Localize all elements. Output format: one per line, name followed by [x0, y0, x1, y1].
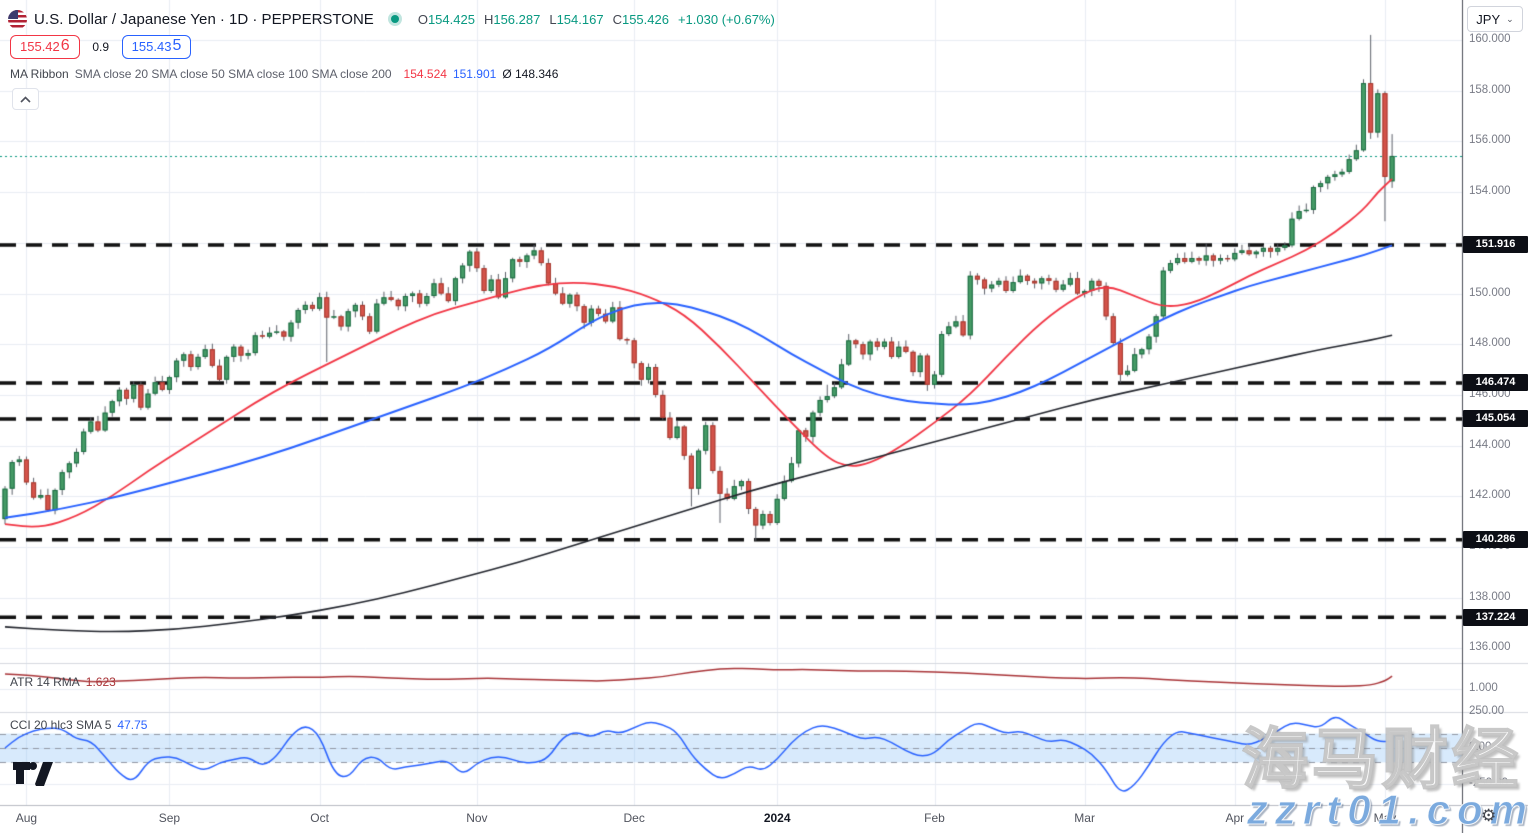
price-tick-label: 160.000: [1469, 33, 1511, 45]
price-tick-label: 158.000: [1469, 83, 1511, 96]
cci-tick-label: 250.00: [1469, 705, 1505, 717]
time-axis-label: May: [1373, 811, 1397, 825]
time-axis-label: Dec: [623, 811, 645, 825]
atr-legend[interactable]: ATR 14 RMA 1.623: [10, 675, 116, 689]
time-axis-label: Feb: [924, 811, 945, 825]
price-level-label: 140.286: [1463, 531, 1528, 549]
price-level-label: 137.224: [1463, 608, 1528, 626]
time-axis-label: 2024: [763, 811, 791, 825]
sma20-value: 154.524: [403, 67, 447, 81]
tradingview-logo[interactable]: [13, 762, 53, 786]
chart-header: U.S. Dollar / Japanese Yen · 1D · PEPPER…: [8, 8, 775, 30]
buy-button[interactable]: 155.43 5: [121, 35, 192, 59]
price-tick-label: 138.000: [1469, 590, 1511, 603]
high-value: 156.287: [493, 11, 541, 27]
chevron-up-icon: [20, 95, 31, 103]
trade-panel: 155.42 6 0.9 155.43 5: [10, 35, 192, 59]
open-value: 154.425: [427, 11, 475, 27]
atr-label: ATR 14 RMA: [10, 675, 80, 689]
chevron-down-icon: ⌄: [1506, 13, 1514, 24]
atr-value: 1.623: [85, 675, 116, 689]
market-open-dot-icon[interactable]: [387, 12, 402, 26]
cci-tick-label: -250.00: [1469, 777, 1509, 789]
price-level-label: 146.474: [1463, 374, 1528, 392]
indicator-name: MA Ribbon: [10, 67, 69, 81]
currency-unit-button[interactable]: JPY ⌄: [1467, 6, 1523, 32]
sma200-value: Ø 148.346: [502, 67, 559, 81]
time-axis-label: Nov: [466, 811, 488, 825]
time-axis-label: Mar: [1074, 811, 1095, 825]
collapse-legend-button[interactable]: [12, 88, 39, 110]
symbol-title[interactable]: U.S. Dollar / Japanese Yen: [34, 10, 216, 28]
price-tick-label: 142.000: [1469, 489, 1511, 502]
price-level-label: 145.054: [1463, 410, 1528, 428]
price-level-label: 151.916: [1463, 236, 1528, 254]
time-axis-label: Sep: [158, 811, 181, 825]
indicator-params: SMA close 20 SMA close 50 SMA close 100 …: [74, 67, 392, 81]
cci-legend[interactable]: CCI 20 hlc3 SMA 5 47.75: [10, 718, 147, 732]
price-tick-label: 150.000: [1469, 286, 1511, 299]
sma50-value: 151.901: [452, 67, 497, 81]
spread-value: 0.9: [92, 40, 110, 54]
time-axis-label: Oct: [310, 811, 329, 825]
symbol-interval-exchange: · 1D · PEPPERSTONE: [219, 10, 374, 28]
ohlc-readout: O154.425 H156.287 L154.167 C155.426 +1.0…: [417, 11, 775, 27]
timezone-settings-gear-icon[interactable]: ⚙: [1481, 806, 1497, 825]
change-value: +1.030 (+0.67%): [677, 11, 775, 27]
price-tick-label: 156.000: [1469, 134, 1511, 147]
close-value: 155.426: [621, 11, 669, 27]
price-tick-label: 154.000: [1469, 185, 1511, 198]
atr-tick-label: 1.000: [1469, 682, 1498, 694]
price-tick-label: 148.000: [1469, 337, 1511, 350]
time-axis-label: Aug: [15, 811, 38, 825]
cci-tick-label: 0.00: [1469, 741, 1492, 753]
time-axis-label: Apr: [1225, 811, 1245, 825]
sell-button[interactable]: 155.42 6: [10, 35, 80, 59]
price-tick-label: 136.000: [1469, 641, 1511, 654]
price-tick-label: 144.000: [1469, 438, 1511, 451]
low-value: 154.167: [556, 11, 604, 27]
ma-ribbon-legend[interactable]: MA Ribbon SMA close 20 SMA close 50 SMA …: [10, 67, 558, 81]
cci-label: CCI 20 hlc3 SMA 5: [10, 718, 112, 732]
us-flag-icon: [8, 9, 27, 29]
cci-value: 47.75: [117, 718, 148, 732]
